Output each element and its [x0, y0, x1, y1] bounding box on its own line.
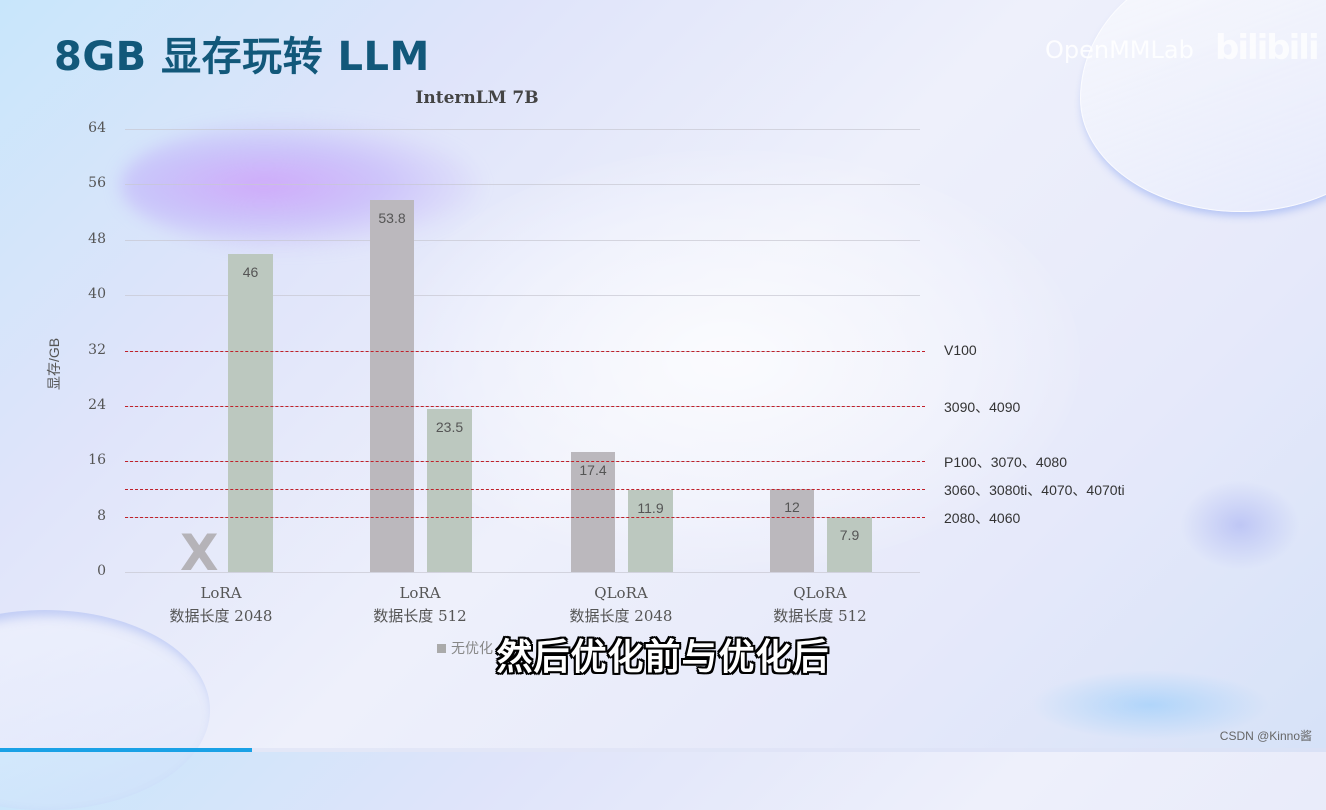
x-category-label: LoRA 数据长度 2048: [131, 582, 311, 628]
video-subtitle: 然后优化前与优化后: [496, 637, 830, 678]
bar-unoptimized: 17.4: [571, 451, 615, 572]
gridline: [125, 572, 920, 573]
bar-optimized: 7.9: [827, 517, 872, 572]
progress-fill: [0, 748, 252, 752]
reference-line: [125, 461, 925, 463]
bar-value-label: 12: [784, 498, 800, 515]
chart-legend: 无优化: [437, 638, 493, 658]
bar-unoptimized: 53.8: [370, 199, 414, 572]
bar-value-label: 17.4: [579, 461, 607, 478]
brand-logo: OpenMMLab: [1045, 36, 1194, 64]
reference-line: [125, 488, 925, 490]
video-progress-bar[interactable]: [0, 748, 1326, 752]
category-method: QLoRA: [793, 584, 847, 602]
y-tick-label: 56: [88, 175, 106, 192]
y-tick-label: 48: [88, 230, 106, 247]
missing-data-x-icon: X: [180, 524, 219, 582]
bar-optimized: 23.5: [427, 409, 472, 572]
category-method: LoRA: [200, 584, 242, 602]
reference-line-label: P100、3070、4080: [944, 454, 1067, 471]
category-method: LoRA: [399, 584, 441, 602]
category-detail: 数据长度 512: [773, 607, 867, 625]
chart-title: InternLM 7B: [415, 88, 539, 108]
legend-label: 无优化: [451, 640, 493, 656]
bar-value-label: 23.5: [435, 419, 464, 436]
background-glow-blue: [1030, 670, 1270, 740]
gridline: [125, 184, 920, 186]
background-glow-blue: [1180, 480, 1300, 570]
y-axis-label: 显存/GB: [46, 337, 62, 390]
bar-value-label: 7.9: [839, 527, 860, 544]
reference-line-label: 2080、4060: [944, 509, 1021, 526]
x-category-label: QLoRA 数据长度 512: [730, 582, 910, 628]
reference-line-label: 3090、4090: [944, 398, 1021, 415]
category-detail: 数据长度 2048: [569, 607, 673, 625]
watermark: CSDN @Kinno酱: [1219, 729, 1312, 743]
y-tick-label: 32: [88, 341, 106, 358]
x-category-label: QLoRA 数据长度 2048: [531, 582, 711, 628]
reference-line: [125, 405, 925, 407]
bar-optimized: 11.9: [628, 489, 673, 572]
bilibili-logo-icon: bilibili: [1215, 28, 1320, 68]
reference-line: [125, 350, 925, 352]
y-tick-label: 64: [88, 120, 106, 136]
bar-value-label: 53.8: [378, 209, 406, 226]
background-glow-white: [380, 150, 1080, 570]
bar-unoptimized: 12: [770, 488, 814, 572]
gridline: [125, 239, 920, 241]
category-detail: 数据长度 512: [373, 607, 467, 625]
category-method: QLoRA: [594, 584, 648, 602]
x-category-label: LoRA 数据长度 512: [330, 582, 510, 628]
bar-optimized: 46: [228, 253, 273, 572]
y-tick-label: 0: [97, 563, 106, 579]
slide-title: 8GB 显存玩转 LLM: [54, 34, 430, 80]
y-tick-label: 8: [97, 507, 106, 524]
y-tick-label: 40: [88, 286, 106, 303]
gridline: [125, 129, 920, 130]
reference-line-label: V100: [944, 341, 977, 358]
y-tick-label: 16: [88, 452, 106, 469]
reference-line-label: 3060、3080ti、4070、4070ti: [944, 481, 1125, 498]
legend-swatch: [437, 644, 446, 653]
y-tick-label: 24: [88, 396, 106, 413]
bar-value-label: 11.9: [637, 499, 664, 516]
reference-line: [125, 516, 925, 518]
bar-value-label: 46: [242, 263, 259, 280]
category-detail: 数据长度 2048: [169, 607, 273, 625]
gridline: [125, 295, 920, 297]
